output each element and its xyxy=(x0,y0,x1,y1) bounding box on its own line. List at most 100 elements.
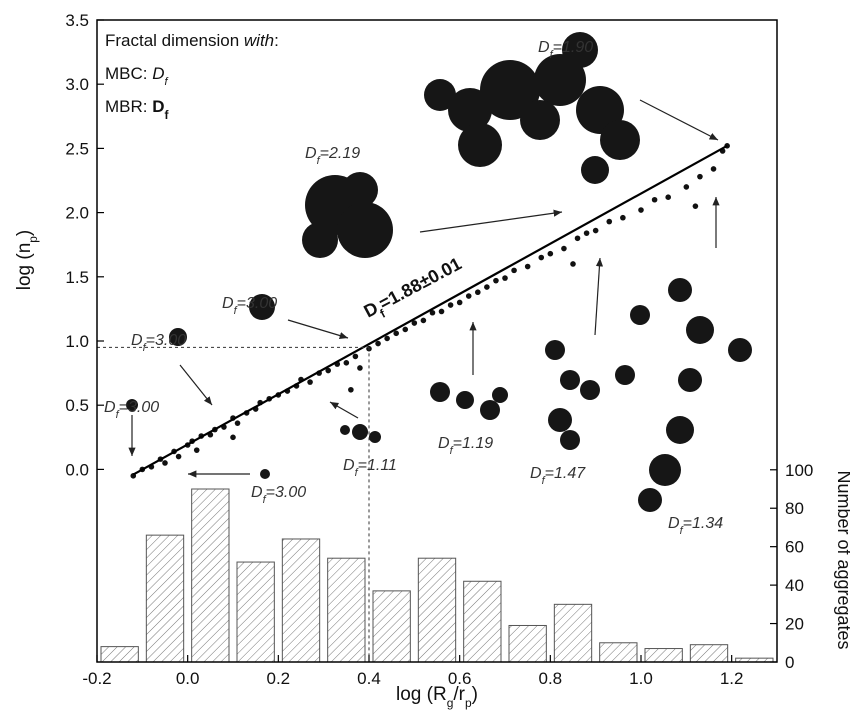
x-tick-label: 0.0 xyxy=(176,669,200,688)
y-tick-label: 2.5 xyxy=(65,139,89,158)
y2-tick-label: 40 xyxy=(785,576,804,595)
histogram-bar xyxy=(281,538,321,663)
scatter-point xyxy=(583,230,590,236)
legend-mbr-part: f xyxy=(165,108,170,122)
scatter-point xyxy=(524,263,531,270)
histogram-bar xyxy=(100,646,139,663)
scatter-point xyxy=(561,245,567,252)
arrow xyxy=(419,209,563,233)
annotation-part: D xyxy=(104,399,116,416)
histogram-bar xyxy=(463,580,502,663)
x-tick-label: 0.8 xyxy=(539,669,563,688)
annotation: Df=1.34 xyxy=(668,515,723,537)
scatter-point xyxy=(484,284,490,290)
annotation: Df=2.19 xyxy=(305,145,360,167)
y-axis-label: log (np) xyxy=(14,230,40,291)
histogram-bar xyxy=(644,648,683,663)
fit-label-part: f xyxy=(378,306,389,321)
histogram-bar xyxy=(372,590,411,663)
annotation-part: D xyxy=(343,457,355,474)
legend-title: Fractal dimension with: xyxy=(105,31,279,50)
histogram-bar xyxy=(508,624,547,663)
x-tick-label: -0.2 xyxy=(82,669,111,688)
scatter-point xyxy=(665,194,671,200)
annotation: Df=3.00 xyxy=(131,332,186,354)
y-axis-label-part: p xyxy=(26,236,40,243)
legend-mbc-part: f xyxy=(165,76,169,88)
annotation-part: D xyxy=(305,145,317,162)
annotation-part: =1.47 xyxy=(545,465,587,482)
scatter-point xyxy=(175,453,182,460)
scatter-point xyxy=(193,447,200,453)
annotation-part: D xyxy=(668,515,680,532)
annotation-part: =1.90 xyxy=(553,39,594,56)
scatter-point xyxy=(307,379,313,385)
scatter-point xyxy=(683,184,690,190)
annotation-part: =3.00 xyxy=(237,295,278,312)
x-tick-label: 1.0 xyxy=(629,669,653,688)
annotation-part: =3.00 xyxy=(119,399,160,416)
y-tick-label: 1.0 xyxy=(65,332,89,351)
y2-tick-label: 80 xyxy=(785,499,804,518)
scatter-point xyxy=(606,218,613,225)
scatter-point xyxy=(574,235,581,242)
annotation-part: f xyxy=(680,525,684,537)
scatter-point xyxy=(393,330,400,337)
scatter-point xyxy=(384,335,390,342)
histogram-bar xyxy=(553,603,593,663)
annotation: Df=3.00 xyxy=(222,295,277,317)
legend-mbr-part: MBR: xyxy=(105,97,152,116)
annotation-part: f xyxy=(116,409,120,421)
scatter-point xyxy=(343,360,350,366)
annotation-part: =3.00 xyxy=(146,332,187,349)
arrow xyxy=(329,401,359,419)
scatter-point xyxy=(162,460,168,466)
scatter-point xyxy=(230,434,236,441)
legend-mbr: MBR: Df xyxy=(105,97,170,122)
y-tick-label: 3.0 xyxy=(65,75,89,94)
x-axis-label-part: ) xyxy=(472,684,478,705)
annotation-part: f xyxy=(234,305,238,317)
fit-label: Df=1.88±0.01 xyxy=(360,253,467,326)
legend-mbc-part: D xyxy=(152,64,164,83)
arrow xyxy=(639,99,719,141)
annotation-part: f xyxy=(263,494,267,506)
x-axis-label-part: /r xyxy=(453,684,465,705)
aggregate-image xyxy=(126,32,752,512)
y2-tick-label: 100 xyxy=(785,461,813,480)
legend-mbc-part: MBC: xyxy=(105,64,152,83)
annotation-part: D xyxy=(538,39,550,56)
y-tick-label: 0.5 xyxy=(65,396,89,415)
scatter-point xyxy=(651,196,658,203)
histogram-bar xyxy=(417,557,457,663)
fit-line xyxy=(132,144,728,476)
scatter-point xyxy=(348,386,354,393)
y-tick-label: 0.0 xyxy=(65,460,89,479)
y2-tick-label: 60 xyxy=(785,538,804,557)
arrow xyxy=(594,257,604,336)
annotation-part: D xyxy=(530,465,542,482)
annotation-part: =3.00 xyxy=(266,484,307,501)
arrows xyxy=(128,99,720,478)
x-tick-label: 0.2 xyxy=(267,669,291,688)
scatter-point xyxy=(493,277,499,284)
scatter-point xyxy=(402,326,409,333)
annotation-part: f xyxy=(355,467,359,479)
x-tick-label: 0.6 xyxy=(448,669,472,688)
annotation: Df=3.00 xyxy=(104,399,159,421)
y2-tick-label: 0 xyxy=(785,653,794,672)
annotation-part: =1.34 xyxy=(683,515,724,532)
annotation-part: f xyxy=(317,155,321,167)
scatter-point xyxy=(710,166,717,172)
scatter-point xyxy=(234,420,241,426)
scatter-point xyxy=(502,275,508,281)
x-tick-label: 1.2 xyxy=(720,669,744,688)
x-axis-label-part: log (R xyxy=(396,684,447,705)
scatter-point xyxy=(692,203,699,209)
histogram-bar xyxy=(689,644,729,663)
scatter-point xyxy=(375,340,381,347)
y-axis-label-part: log (n xyxy=(14,243,35,291)
annotation-part: =1.11 xyxy=(358,457,397,474)
x-axis-label-part: p xyxy=(465,696,472,710)
